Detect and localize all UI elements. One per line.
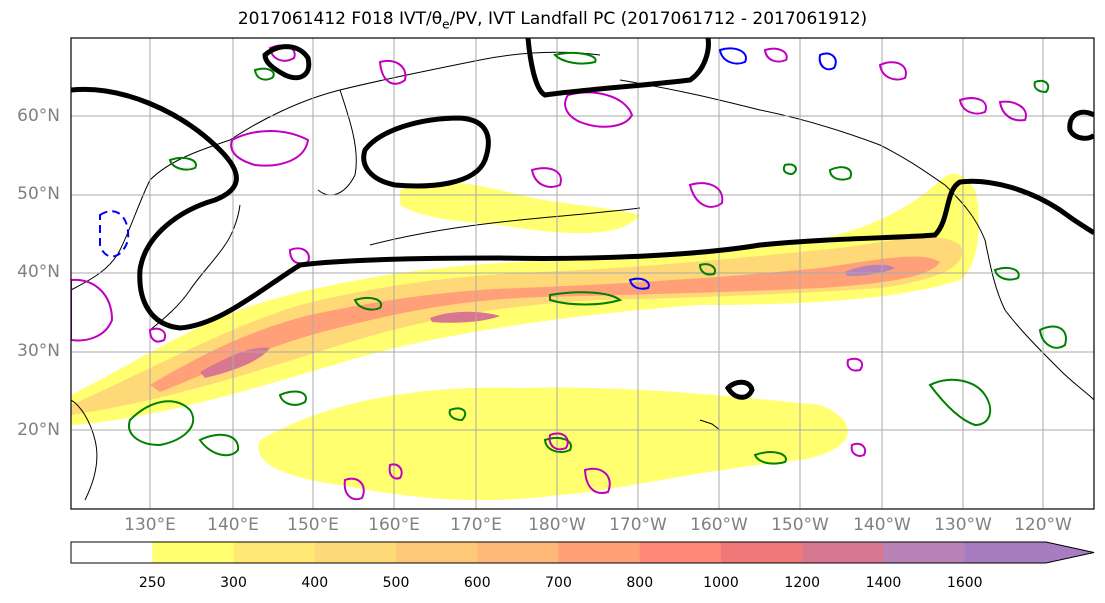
lon-label-140e: 140°E (207, 515, 259, 535)
japan-coast (149, 204, 241, 331)
lat-label-40n: 40°N (17, 262, 60, 282)
colorbar-tick-label: 1200 (784, 575, 821, 591)
lat-label-20n: 20°N (17, 420, 60, 440)
colorbar-segment (152, 542, 234, 563)
alaska-coast (619, 79, 946, 186)
colorbar-tick-label: 500 (382, 575, 410, 591)
theta-e-contours (128, 52, 1067, 465)
ivt-band-250-south (258, 387, 848, 501)
colorbar-tick-label: 1600 (946, 575, 983, 591)
map-frame (70, 37, 1095, 510)
colorbar-segment (802, 542, 884, 563)
ivt-band-1200 (200, 347, 270, 378)
colorbar-segment (964, 542, 1094, 563)
ivt-band-700 (150, 256, 940, 392)
pv-negative-contours (99, 47, 837, 290)
lon-label-130w: 130°W (934, 515, 992, 535)
lon-label-140w: 140°W (853, 515, 911, 535)
lon-label-170e: 170°E (450, 515, 502, 535)
colorbar-segment (477, 542, 559, 563)
lon-label-170w: 170°W (609, 515, 667, 535)
graticule (71, 38, 1094, 509)
colorbar-segment (883, 542, 966, 563)
colorbar-segment (721, 542, 803, 563)
lon-label-180w: 180°W (528, 515, 586, 535)
colorbar-segment (233, 542, 316, 563)
colorbar-tick-label: 1400 (865, 575, 902, 591)
hawaii (699, 419, 721, 431)
lon-label-160e: 160°E (368, 515, 420, 535)
colorbar-segment (71, 542, 153, 563)
na-west-coast (944, 184, 1094, 401)
colorbar-tick-label: 300 (220, 575, 247, 591)
lon-label-160w: 160°W (690, 515, 748, 535)
lat-label-50n: 50°N (17, 184, 60, 204)
colorbar-segment (396, 542, 478, 563)
ivt-shading (71, 173, 980, 501)
colorbar-tick-label: 800 (626, 575, 654, 591)
lon-label-150e: 150°E (287, 515, 339, 535)
lat-label-60n: 60°N (17, 106, 60, 126)
aleutians (369, 207, 641, 246)
colorbar-tick-label: 1000 (703, 575, 739, 591)
ivt-landfall-pc-contours (71, 38, 1094, 400)
china-coast (71, 399, 98, 501)
colorbar-segment (314, 542, 397, 563)
colorbar-tick-label: 400 (301, 575, 329, 591)
colorbar-segment (639, 542, 722, 563)
colorbar-tick-label: 700 (545, 575, 572, 591)
colorbar-tick-label: 600 (463, 575, 491, 591)
colorbar-segment (558, 542, 641, 563)
lon-label-120w: 120°W (1014, 515, 1072, 535)
asia-coast (71, 51, 601, 291)
lon-label-150w: 150°W (771, 515, 829, 535)
map-title: 2017061412 F018 IVT/θe/PV, IVT Landfall … (237, 9, 868, 32)
coastlines (71, 51, 1094, 501)
ivt-band-1200-b (430, 311, 500, 323)
colorbar-tick-label: 250 (138, 575, 166, 591)
lat-label-30n: 30°N (17, 341, 60, 361)
lon-label-130e: 130°E (124, 515, 176, 535)
